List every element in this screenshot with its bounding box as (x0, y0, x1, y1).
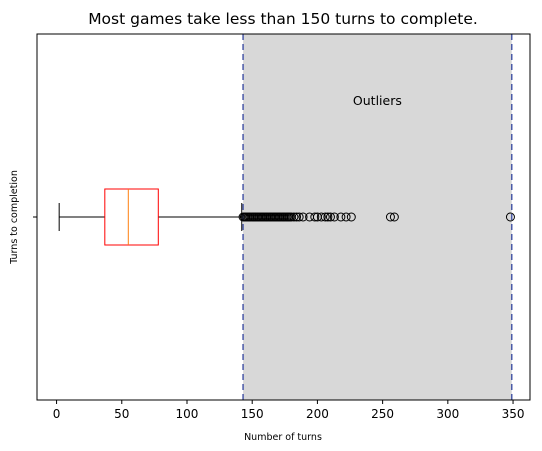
outlier-point (336, 212, 346, 222)
outlier-point (505, 212, 515, 222)
y-axis-label: Turns to completion (9, 170, 20, 265)
x-tick-label: 300 (436, 407, 459, 421)
outlier-point (298, 212, 308, 222)
outlier-point (325, 212, 335, 222)
plot-area: Outliers 0 50 100 150 200 250 300 350 (33, 33, 531, 421)
outlier-point (289, 212, 299, 222)
outlier-point (341, 212, 351, 222)
outlier-point (310, 212, 320, 222)
x-tick-label: 250 (371, 407, 394, 421)
x-tick-label: 200 (306, 407, 329, 421)
x-tick-label: 350 (502, 407, 525, 421)
outlier-point (294, 212, 304, 222)
outlier-point (292, 212, 302, 222)
x-tick-label: 150 (241, 407, 264, 421)
chart-title: Most games take less than 150 turns to c… (88, 10, 478, 28)
x-tick-label: 50 (114, 407, 129, 421)
outlier-point (329, 212, 339, 222)
outlier-point (385, 212, 395, 222)
x-tick-label: 100 (176, 407, 199, 421)
outlier-region-label: Outliers (353, 93, 402, 108)
x-axis-label: Number of turns (244, 432, 322, 443)
box-iqr (104, 188, 159, 246)
outlier-point (389, 212, 399, 222)
outlier-point (346, 212, 356, 222)
outlier-point (320, 212, 330, 222)
outlier-point (323, 212, 333, 222)
x-tick-label: 0 (53, 407, 61, 421)
outlier-point (316, 212, 326, 222)
